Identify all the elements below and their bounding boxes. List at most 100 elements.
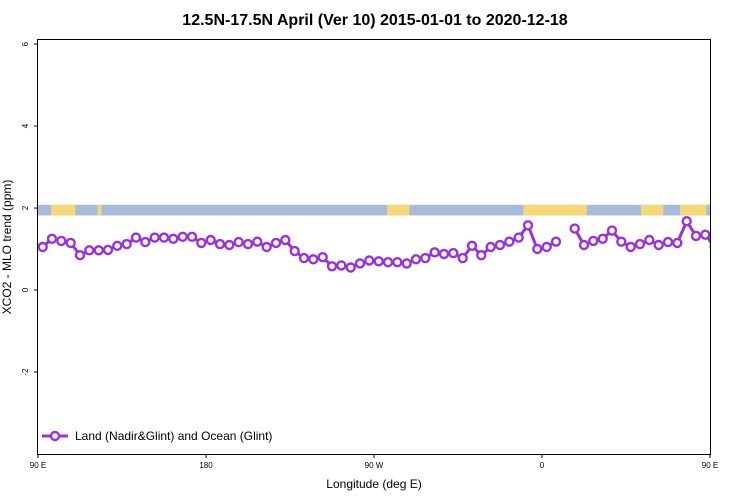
x-tick-label: 0 [540,461,545,470]
data-point [550,236,562,247]
data-point [504,236,515,247]
data-point [522,220,534,231]
data-point [270,237,282,249]
data-point [448,247,459,259]
data-point [578,239,590,251]
data-point [252,236,263,247]
data-point [93,245,104,256]
data-point [46,233,58,245]
data-point [149,232,160,243]
data-point [662,236,674,248]
data-point [485,241,496,253]
data-point [364,255,375,266]
legend-label: Land (Nadir&Glint) and Ocean (Glint) [75,429,272,443]
x-axis-label: Longitude (deg E) [326,477,421,491]
ocean-band [38,204,710,216]
data-point [140,236,151,248]
data-point [513,232,524,243]
data-point [56,235,67,247]
data-point [186,231,198,243]
y-tick-label: 6 [21,41,30,46]
y-tick-label: -2 [21,368,30,376]
data-point [588,235,599,247]
data-point [569,223,580,234]
data-point [112,240,123,252]
data-point [242,238,254,250]
data-point [354,258,366,269]
data-point [214,238,226,250]
data-point [653,239,664,251]
land-segment [387,204,410,216]
y-axis-label: XCO2 - MLO trend (ppm) [0,180,14,315]
data-point [720,235,728,243]
data-point [616,236,627,247]
data-point [74,249,86,261]
land-segment [680,204,707,216]
data-point [168,233,179,245]
data-point [739,239,747,247]
data-point [121,238,132,250]
data-point [476,249,487,261]
data-point [532,243,543,255]
data-point [280,234,291,246]
data-point [373,256,384,267]
data-point [205,234,216,246]
data-point [420,252,431,264]
data-point [690,230,702,242]
data-point [130,232,142,243]
data-point [729,237,737,245]
data-point [84,245,95,256]
data-point [681,215,692,227]
data-point [466,240,478,252]
data-point [261,241,272,253]
chart-title: 12.5N-17.5N April (Ver 10) 2015-01-01 to… [182,12,568,29]
data-point [410,254,422,265]
data-point [336,260,347,271]
data-point [158,232,170,243]
y-tick-label: 2 [21,205,30,210]
legend: Land (Nadir&Glint) and Ocean (Glint) [42,429,272,443]
data-point [382,257,394,268]
data-point [392,257,403,268]
x-axis: 90 E 180 90 W 0 90 E [30,454,718,470]
data-point [606,225,618,236]
land-segment [640,204,664,216]
data-point [308,254,319,265]
data-point [196,237,207,249]
land-segment [523,204,587,216]
data-point [345,262,356,273]
data-point [700,229,710,240]
land-segment [97,204,102,216]
data-point [317,252,328,263]
data-point [494,239,506,251]
plot-frame [37,39,711,455]
data-point [597,233,608,245]
data-point [672,237,683,249]
y-axis: -2 0 2 4 6 [21,41,38,376]
data-point [541,241,552,253]
data-point [457,252,468,264]
data-point [401,258,412,269]
data-point [429,247,440,258]
legend-marker [49,430,61,442]
data-point [65,237,76,249]
y-tick-label: 4 [21,123,30,128]
data-point [233,236,244,248]
x-tick-label: 90 W [365,461,384,470]
data-point [438,248,450,260]
y-tick-label: 0 [21,287,30,292]
x-tick-label: 90 E [30,461,46,470]
data-point [625,241,636,253]
land-segment [51,204,76,216]
land-segment [725,205,731,216]
series-layer [38,215,747,273]
data-point [326,261,338,272]
data-point [289,245,300,257]
land-ocean-band [38,204,731,216]
data-point [38,241,48,253]
data-point [177,231,188,243]
data-point [644,234,655,246]
data-point [298,252,310,264]
data-point [634,238,646,250]
